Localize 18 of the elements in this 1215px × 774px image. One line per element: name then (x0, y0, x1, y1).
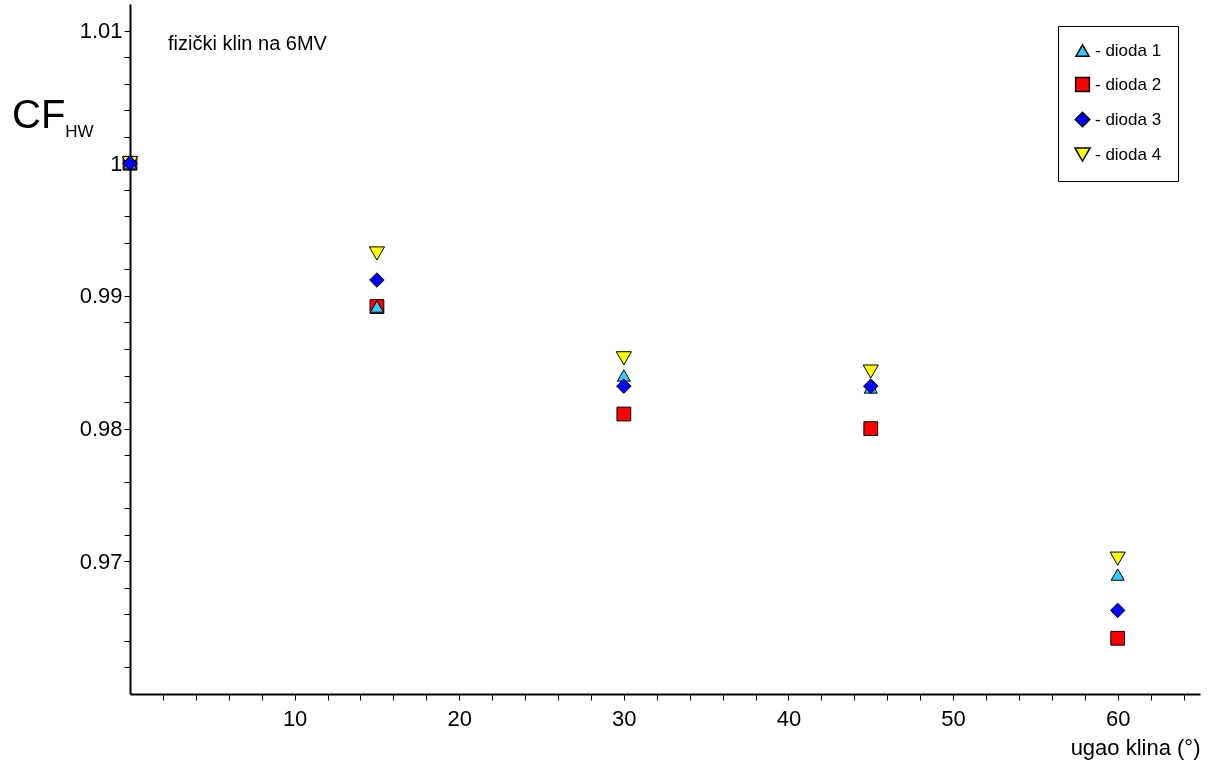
legend-label: - dioda 4 (1095, 144, 1162, 164)
y-axis-title: CF$_{HW}$ (12, 92, 94, 142)
legend-label: - dioda 3 (1095, 109, 1162, 129)
x-tick-label: 30 (612, 705, 637, 731)
y-tick-label: 1 (110, 150, 123, 176)
x-tick-label: 10 (282, 705, 308, 731)
x-tick-label: 40 (776, 705, 802, 731)
legend-label: - dioda 2 (1095, 74, 1162, 94)
y-tick-label: 0.97 (79, 548, 123, 574)
annotation: fizički klin na 6MV (168, 32, 328, 54)
x-tick-label: 50 (941, 705, 966, 731)
x-axis-title: ugao klina (°) (1070, 734, 1201, 760)
y-tick-label: 0.99 (79, 283, 123, 309)
legend-label: - dioda 1 (1095, 40, 1162, 60)
x-tick-label: 20 (447, 705, 472, 731)
y-tick-label: 0.98 (79, 416, 123, 442)
y-tick-label: 1.01 (79, 18, 123, 44)
x-tick-label: 60 (1105, 705, 1131, 731)
